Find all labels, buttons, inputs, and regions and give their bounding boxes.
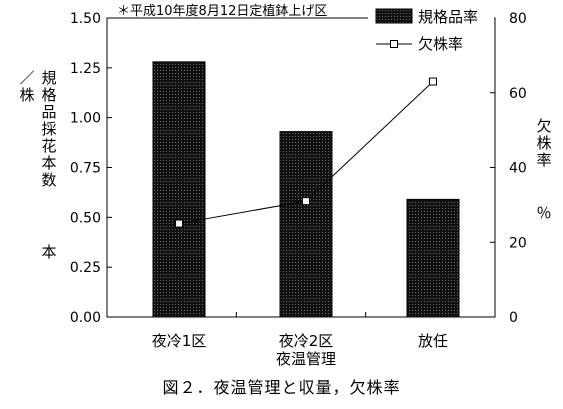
left-tick-label: 0.25 [70,260,101,276]
right-tick-label: 80 [509,11,527,27]
left-axis-label-char: 本 [41,154,57,172]
bar-2 [279,131,333,318]
x-category-sublabel: 夜温管理 [276,350,336,368]
right-axis-label-char: 率 [536,151,552,169]
legend-bar-label: 規格品率 [418,8,478,26]
right-tick-label: 40 [509,161,527,177]
right-axis-label-unit: ％ [535,205,553,222]
figure-caption: 図２．夜温管理と収量，欠株率 [162,378,401,397]
left-axis-label-unit: ／株 [19,69,35,104]
x-category-label: 放任 [418,332,448,350]
right-tick-label: 60 [509,86,527,102]
right-axis-label-char: 欠 [536,117,552,135]
right-axis-label-char: 株 [536,134,552,152]
right-axis-label: 欠株率 [535,118,553,169]
left-axis-label-char: 花 [41,137,57,155]
right-tick-label: 20 [509,235,527,251]
x-category-label: 夜冷2区 [279,332,334,350]
line-point-1 [175,219,183,228]
left-tick-label: 0.75 [70,161,101,177]
line-point-2 [302,197,310,206]
bar-3 [406,198,460,318]
left-axis-label-char: 採 [41,120,57,138]
right-tick-label: 0 [509,310,518,326]
left-tick-label: 1.25 [70,61,101,77]
legend-line-marker [390,40,398,48]
left-axis-label-char: 規 [41,69,57,87]
legend-line-label: 欠株率 [418,35,463,53]
left-tick-label: 1.00 [70,111,101,127]
left-axis-label: ／株 [18,70,36,104]
left-tick-label: 0.50 [70,210,101,226]
left-tick-label: 0.00 [70,310,101,326]
right-axis-percent: ％ [536,204,552,222]
legend-bar-swatch [375,8,413,24]
x-category-label: 夜冷1区 [152,332,207,350]
left-axis-label-char: 品 [41,103,57,121]
left-axis-label-unit-hon: 本 [41,243,57,261]
bar-1 [152,61,206,318]
left-axis-label-char: 数 [41,171,57,189]
left-axis-label-tail: 本 [40,244,58,261]
chart-annotation: ＊平成10年度8月12日定植鉢上げ区 [117,3,327,19]
left-tick-label: 1.50 [70,11,101,27]
left-axis-label-char: 格 [41,86,57,104]
left-axis-label-main: 規格品採花本数 [40,70,58,189]
line-point-3 [429,77,437,86]
